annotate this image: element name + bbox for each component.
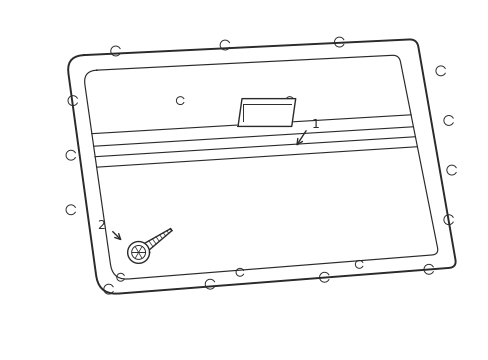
Polygon shape xyxy=(238,99,295,126)
Text: 2: 2 xyxy=(97,219,104,232)
Text: 1: 1 xyxy=(311,118,319,131)
Polygon shape xyxy=(127,242,149,264)
